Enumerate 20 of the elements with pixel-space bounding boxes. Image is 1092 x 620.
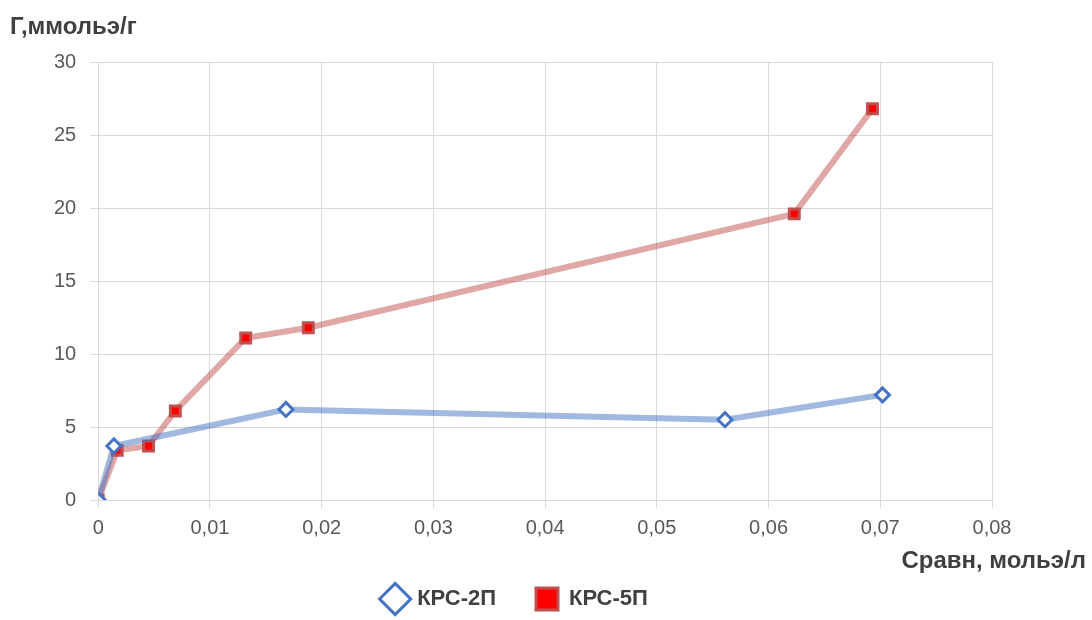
y-tick-label: 10: [54, 341, 77, 364]
x-tick-label: 0: [92, 515, 104, 538]
x-tick-label: 0,01: [190, 515, 230, 538]
y-tick-label: 5: [65, 414, 77, 437]
x-tick-label: 0,04: [525, 515, 565, 538]
x-tick-label: 0,06: [749, 515, 789, 538]
x-tick-label: 0,07: [860, 515, 900, 538]
y-tick-label: 30: [54, 49, 77, 72]
legend-label: КРС-5П: [569, 585, 648, 611]
x-tick-label: 0,03: [413, 515, 453, 538]
x-tick-label: 0,02: [302, 515, 342, 538]
y-tick-label: 20: [54, 195, 77, 218]
x-tick-label: 0,05: [637, 515, 677, 538]
x-axis-title: Сравн, мольэ/л: [901, 546, 1086, 574]
y-tick-label: 15: [54, 268, 77, 291]
legend-label: КРС-2П: [417, 585, 497, 611]
y-axis-title: Г,ммольэ/г: [10, 12, 137, 40]
x-tick-label: 0,08: [972, 515, 1012, 538]
y-tick-label: 25: [54, 122, 77, 145]
y-tick-label: 0: [65, 487, 77, 510]
